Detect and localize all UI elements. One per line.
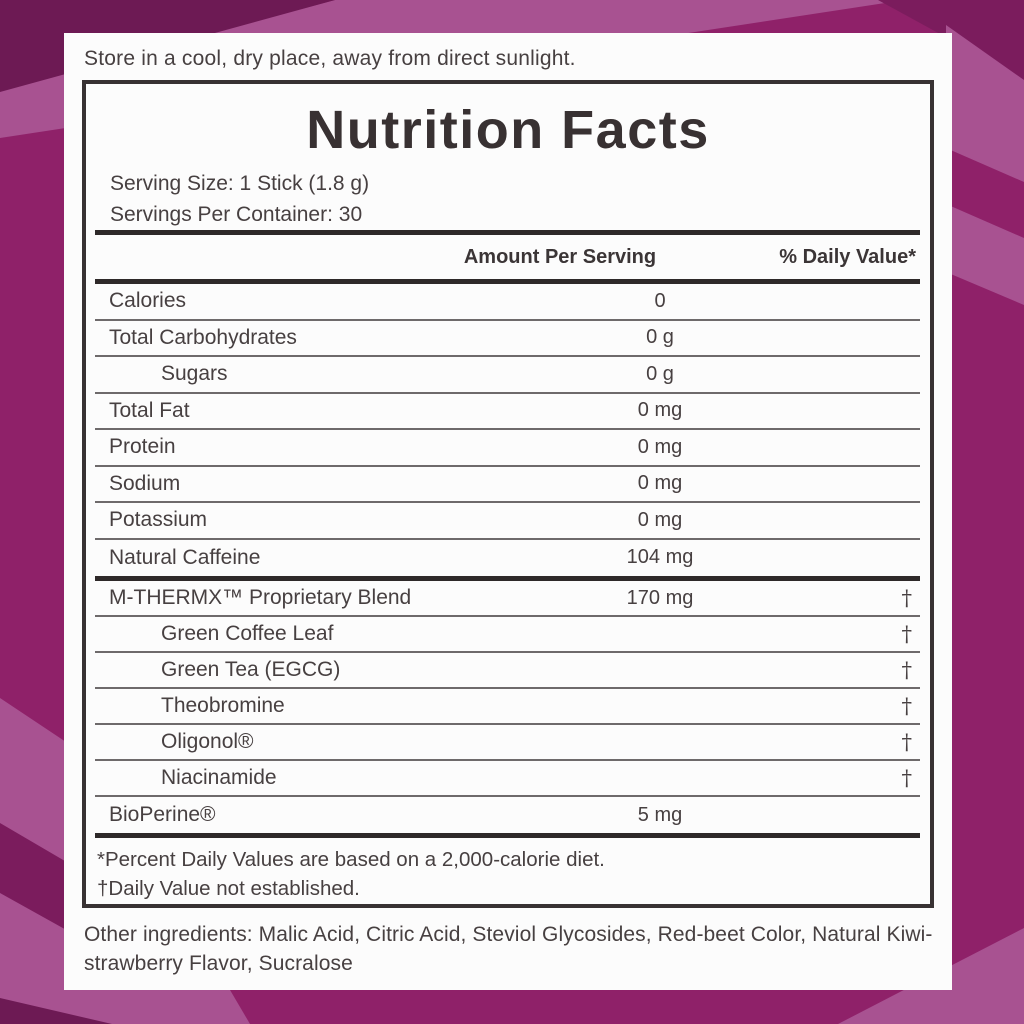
nutrition-table: Amount Per Serving % Daily Value* Calori… xyxy=(95,230,920,903)
nutrient-daily-value: † xyxy=(901,730,913,754)
nutrient-amount: 5 mg xyxy=(637,803,683,826)
nutrient-label: Theobromine xyxy=(161,694,285,717)
nutrient-amount: 104 mg xyxy=(626,546,694,569)
nutrient-rows: Calories 0 Total Carbohydrates 0 g Sugar… xyxy=(95,284,920,576)
table-row: Green Coffee Leaf † xyxy=(95,617,920,653)
servings-per-container: Servings Per Container: 30 xyxy=(110,203,363,226)
serving-size: Serving Size: 1 Stick (1.8 g) xyxy=(110,172,370,195)
nutrient-amount: 0 g xyxy=(646,326,674,349)
nutrient-label: Green Tea (EGCG) xyxy=(161,658,341,681)
nutrient-amount: 0 mg xyxy=(637,508,683,531)
nutrient-label: Sugars xyxy=(161,362,228,386)
header-daily-value: % Daily Value* xyxy=(779,245,916,268)
footnotes: *Percent Daily Values are based on a 2,0… xyxy=(95,838,920,903)
header-amount-per-serving: Amount Per Serving xyxy=(463,245,657,268)
nutrition-facts-title: Nutrition Facts xyxy=(306,100,710,160)
table-row: M-THERMX™ Proprietary Blend 170 mg † xyxy=(95,581,920,617)
blend-rows: M-THERMX™ Proprietary Blend 170 mg † Gre… xyxy=(95,581,920,833)
table-row: Sodium 0 mg xyxy=(95,467,920,503)
table-row: Total Carbohydrates 0 g xyxy=(95,321,920,357)
table-row: Total Fat 0 mg xyxy=(95,394,920,430)
other-ingredients: Other ingredients: Malic Acid, Citric Ac… xyxy=(84,923,933,975)
table-row: Green Tea (EGCG) † xyxy=(95,653,920,689)
nutrient-amount: 170 mg xyxy=(626,586,694,609)
nutrient-label: M-THERMX™ Proprietary Blend xyxy=(109,586,412,609)
nutrient-amount: 0 mg xyxy=(637,399,683,422)
nutrient-daily-value: † xyxy=(901,622,913,646)
footnote: *Percent Daily Values are based on a 2,0… xyxy=(97,848,605,871)
nutrient-amount: 0 g xyxy=(646,362,674,385)
table-row: Sugars 0 g xyxy=(95,357,920,394)
table-row: Theobromine † xyxy=(95,689,920,725)
nutrient-amount: 0 mg xyxy=(637,472,683,495)
nutrient-daily-value: † xyxy=(901,658,913,682)
table-row: Oligonol® † xyxy=(95,725,920,761)
table-row: Protein 0 mg xyxy=(95,430,920,467)
table-row: Natural Caffeine 104 mg xyxy=(95,540,920,577)
nutrient-daily-value: † xyxy=(901,766,913,790)
nutrient-amount: 0 xyxy=(654,289,666,312)
table-row: BioPerine® 5 mg xyxy=(95,797,920,833)
divider-thick xyxy=(95,230,920,235)
divider-thick xyxy=(95,576,920,581)
nutrient-label: Green Coffee Leaf xyxy=(161,622,334,645)
table-row: Niacinamide † xyxy=(95,761,920,797)
nutrient-label: Sodium xyxy=(109,471,181,495)
divider-thick xyxy=(95,833,920,838)
nutrient-daily-value: † xyxy=(901,694,913,718)
nutrient-label: Calories xyxy=(109,289,187,313)
label-card: Store in a cool, dry place, away from di… xyxy=(64,33,952,990)
nutrient-label: Natural Caffeine xyxy=(109,545,261,569)
nutrient-label: BioPerine® xyxy=(109,803,216,826)
divider-thick xyxy=(95,279,920,284)
nutrient-daily-value: † xyxy=(901,586,913,610)
footnote: †Daily Value not established. xyxy=(97,877,360,900)
nutrient-label: Protein xyxy=(109,435,176,459)
table-row: Potassium 0 mg xyxy=(95,503,920,540)
nutrient-label: Oligonol® xyxy=(161,730,254,753)
nutrition-facts-panel: Nutrition Facts Serving Size: 1 Stick (1… xyxy=(82,80,934,908)
table-row: Calories 0 xyxy=(95,284,920,321)
nutrient-label: Potassium xyxy=(109,508,208,532)
nutrient-label: Total Fat xyxy=(109,398,190,422)
table-header-row: Amount Per Serving % Daily Value* xyxy=(95,235,920,279)
nutrient-label: Niacinamide xyxy=(161,766,277,789)
nutrient-label: Total Carbohydrates xyxy=(109,325,297,349)
storage-note: Store in a cool, dry place, away from di… xyxy=(84,47,576,70)
nutrient-amount: 0 mg xyxy=(637,435,683,458)
